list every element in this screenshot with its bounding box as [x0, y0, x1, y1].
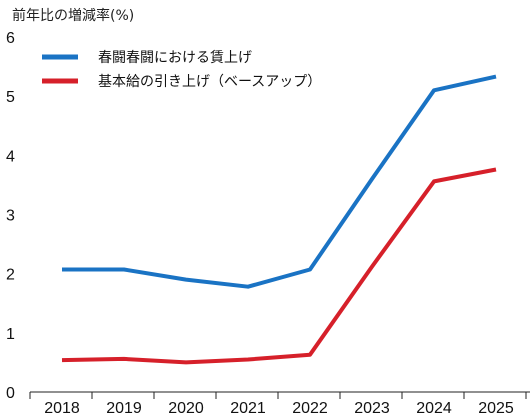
y-tick-labels: 0 1 2 3 4 5 6 [6, 30, 15, 402]
y-tick-label: 1 [6, 326, 15, 343]
y-tick-label: 2 [6, 267, 15, 284]
series-line-base-pay [61, 167, 497, 365]
legend-label-base-pay: 基本給の引き上げ（ベースアップ） [98, 73, 321, 90]
x-tick-marks [29, 392, 527, 399]
x-tick-label: 2018 [44, 400, 80, 416]
legend-label-wage-increase: 春闘春闘における賃上げ [98, 50, 252, 66]
legend: 春闘春闘における賃上げ 基本給の引き上げ（ベースアップ） [42, 50, 321, 90]
y-tick-label: 0 [6, 385, 15, 402]
series-lines [61, 74, 497, 365]
x-tick-label: 2020 [168, 400, 204, 416]
series-line-wage-increase [62, 74, 497, 289]
y-tick-label: 4 [6, 148, 15, 165]
x-tick-label: 2022 [292, 400, 328, 416]
x-tick-label: 2023 [354, 400, 390, 416]
x-tick-label: 2025 [478, 400, 514, 416]
x-tick-label: 2021 [230, 400, 266, 416]
y-tick-label: 5 [6, 89, 15, 106]
x-tick-label: 2019 [106, 400, 142, 416]
x-tick-labels: 2018 2019 2020 2021 2022 2023 2024 2025 [44, 400, 514, 416]
y-tick-label: 3 [6, 208, 15, 225]
y-axis-label: 前年比の増減率(%) [12, 7, 134, 24]
y-tick-label: 6 [6, 30, 15, 47]
x-tick-label: 2024 [416, 400, 452, 416]
